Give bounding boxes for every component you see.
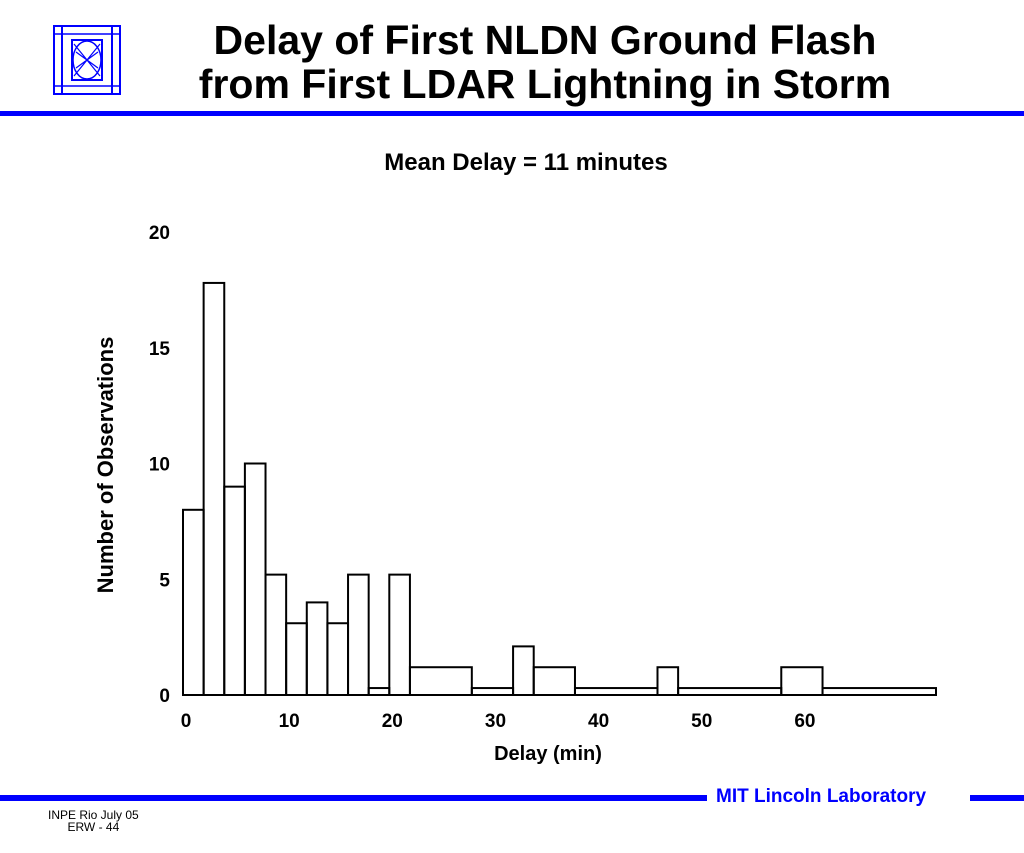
histogram-bar-1 — [202, 281, 226, 696]
histogram-bar-10 — [388, 573, 411, 696]
histogram-bar-9 — [367, 687, 391, 696]
x-tick-label-20: 20 — [382, 711, 403, 732]
histogram-bar-6 — [305, 601, 329, 697]
footer-divider-right — [970, 795, 1024, 801]
histogram-bar-12 — [470, 687, 515, 696]
histogram-bar-8 — [347, 573, 370, 696]
y-tick-label-10: 10 — [149, 455, 170, 476]
histogram-bar-16 — [656, 666, 680, 696]
histogram-bar-4 — [264, 573, 288, 696]
footer-date: INPE Rio July 05 — [48, 808, 139, 822]
y-tick-label-5: 5 — [159, 570, 170, 591]
x-tick-label-40: 40 — [588, 711, 609, 732]
x-axis-label: Delay (min) — [494, 743, 602, 765]
footer-info: INPE Rio July 05 ERW - 44 — [48, 809, 139, 833]
histogram-bar-19 — [821, 687, 937, 696]
histogram-bar-17 — [677, 687, 783, 696]
title-line-1: Delay of First NLDN Ground Flash — [213, 17, 877, 63]
footer-lab-name: MIT Lincoln Laboratory — [716, 786, 927, 807]
histogram-bar-3 — [243, 462, 267, 696]
footer-divider-left — [0, 795, 707, 801]
mit-ll-logo-icon — [53, 25, 121, 95]
chart-marks: 0 5 10 15 20 0 10 20 30 40 50 60 — [149, 223, 937, 732]
x-tick-label-0: 0 — [181, 711, 192, 732]
x-tick-label-30: 30 — [485, 711, 506, 732]
histogram-bar-5 — [285, 622, 308, 696]
x-tick-label-60: 60 — [794, 711, 815, 732]
histogram-bar-0 — [182, 508, 205, 696]
page-title: Delay of First NLDN Ground Flash from Fi… — [150, 18, 940, 106]
y-tick-label-20: 20 — [149, 223, 170, 244]
histogram-bar-18 — [780, 666, 824, 696]
histogram-bar-2 — [223, 485, 246, 696]
histogram-bar-11 — [408, 666, 473, 696]
x-tick-label-50: 50 — [691, 711, 712, 732]
title-line-2: from First LDAR Lightning in Storm — [198, 61, 892, 107]
footer-slide-id: ERW - 44 — [67, 820, 120, 834]
y-axis-label: Number of Observations — [93, 337, 118, 594]
histogram-bar-13 — [512, 645, 535, 697]
histogram-bar-7 — [326, 622, 350, 696]
histogram-bar-14 — [532, 666, 576, 696]
y-tick-label-0: 0 — [159, 686, 170, 707]
chart-subtitle: Mean Delay = 11 minutes — [384, 149, 668, 176]
histogram-bar-15 — [573, 687, 659, 696]
header-divider — [0, 111, 1024, 116]
y-tick-label-15: 15 — [149, 339, 171, 360]
x-tick-label-10: 10 — [279, 711, 300, 732]
